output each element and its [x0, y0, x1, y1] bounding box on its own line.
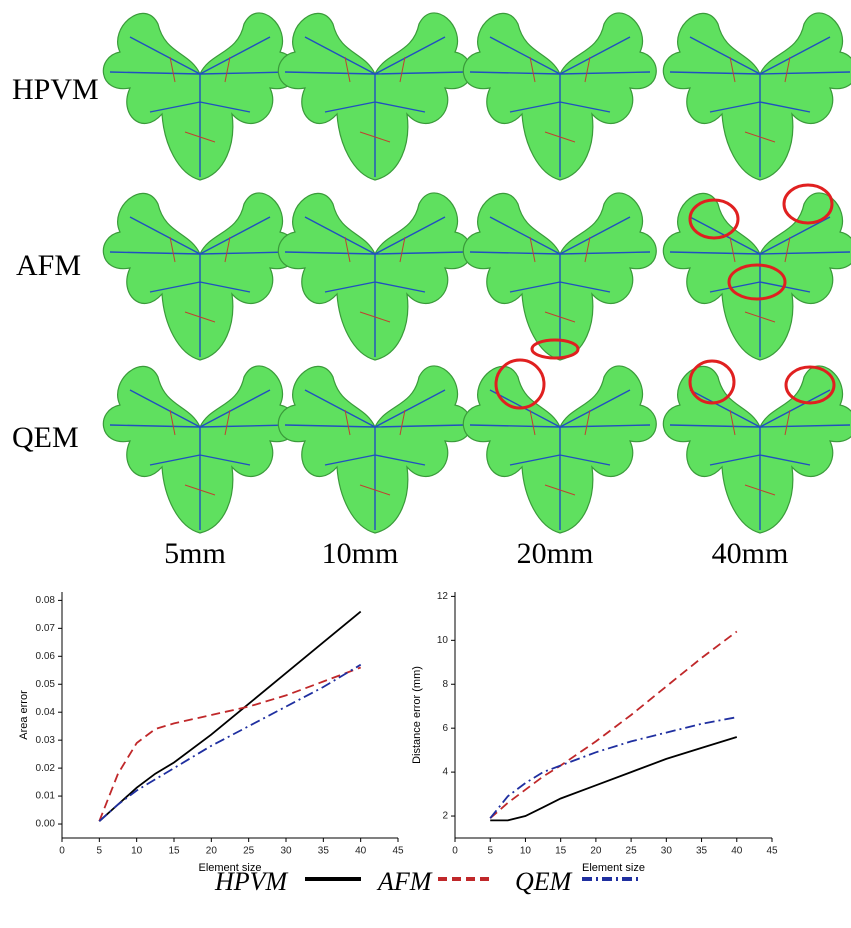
- legend: HPVM AFM QEM: [214, 867, 638, 896]
- series-line: [98, 663, 362, 822]
- row-label: HPVM: [12, 73, 99, 106]
- y-tick-label: 8: [442, 679, 448, 690]
- y-tick-label: 10: [437, 635, 449, 646]
- series-line: [489, 716, 737, 819]
- chart: 0 5 10 15 20 25 30 35 40 45 0.00 0.01 0.02 0.03 0.04 0.…: [18, 592, 404, 874]
- y-tick-label: 0.08: [36, 595, 56, 606]
- y-tick-label: 6: [442, 723, 448, 734]
- x-axis-label: Element size: [582, 862, 645, 874]
- x-tick-label: 35: [696, 846, 708, 857]
- y-tick-label: 0.03: [36, 735, 56, 746]
- column-label: 40mm: [712, 537, 789, 570]
- y-tick-label: 0.02: [36, 763, 56, 774]
- x-tick-label: 5: [487, 846, 493, 857]
- legend-label: HPVM: [214, 867, 289, 896]
- legend-label: QEM: [515, 867, 573, 896]
- row-label: AFM: [16, 249, 81, 282]
- row-label: QEM: [12, 421, 79, 454]
- x-tick-label: 15: [555, 846, 567, 857]
- x-tick-label: 30: [280, 846, 292, 857]
- y-axis-label: Distance error (mm): [411, 666, 423, 764]
- column-label: 20mm: [517, 537, 594, 570]
- y-tick-label: 0.06: [36, 651, 56, 662]
- x-tick-label: 35: [318, 846, 330, 857]
- x-tick-label: 20: [590, 846, 602, 857]
- y-tick-label: 0.04: [36, 707, 56, 718]
- column-label: 5mm: [164, 537, 226, 570]
- x-tick-label: 10: [520, 846, 532, 857]
- leaf-grid: [102, 12, 851, 534]
- highlight-circles: [494, 183, 836, 410]
- x-tick-label: 25: [243, 846, 255, 857]
- y-tick-label: 0.05: [36, 679, 56, 690]
- y-tick-label: 0.07: [36, 623, 56, 634]
- series-line: [98, 610, 362, 822]
- leaf: [102, 365, 297, 534]
- y-axis-label: Area error: [18, 690, 30, 740]
- leaf: [102, 12, 297, 181]
- x-tick-label: 20: [206, 846, 218, 857]
- column-label: 10mm: [322, 537, 399, 570]
- y-tick-label: 2: [442, 811, 448, 822]
- y-tick-label: 0.00: [36, 819, 56, 830]
- x-tick-label: 5: [97, 846, 103, 857]
- x-tick-label: 40: [731, 846, 743, 857]
- x-tick-label: 15: [168, 846, 180, 857]
- series-line: [489, 630, 738, 819]
- series-line: [490, 736, 738, 822]
- leaf: [277, 365, 472, 534]
- x-tick-label: 0: [59, 846, 65, 857]
- legend-label: AFM: [376, 867, 433, 896]
- y-tick-label: 12: [437, 591, 449, 602]
- x-tick-label: 45: [392, 846, 404, 857]
- series-line: [98, 666, 362, 822]
- y-tick-label: 4: [442, 767, 448, 778]
- x-tick-label: 0: [452, 846, 458, 857]
- leaf: [102, 192, 297, 361]
- chart: 0 5 10 15 20 25 30 35 40 45 2 4 6 8 10 12 Element size Di…: [411, 591, 778, 874]
- leaf: [277, 12, 472, 181]
- leaf: [662, 12, 851, 181]
- x-axis-label: Element size: [199, 862, 262, 874]
- y-tick-label: 0.01: [36, 791, 56, 802]
- x-tick-label: 30: [661, 846, 673, 857]
- x-tick-label: 45: [766, 846, 778, 857]
- x-tick-label: 40: [355, 846, 367, 857]
- leaf: [462, 12, 657, 181]
- x-tick-label: 10: [131, 846, 143, 857]
- leaf: [462, 192, 657, 361]
- leaf: [462, 365, 657, 534]
- x-tick-label: 25: [626, 846, 638, 857]
- leaf: [277, 192, 472, 361]
